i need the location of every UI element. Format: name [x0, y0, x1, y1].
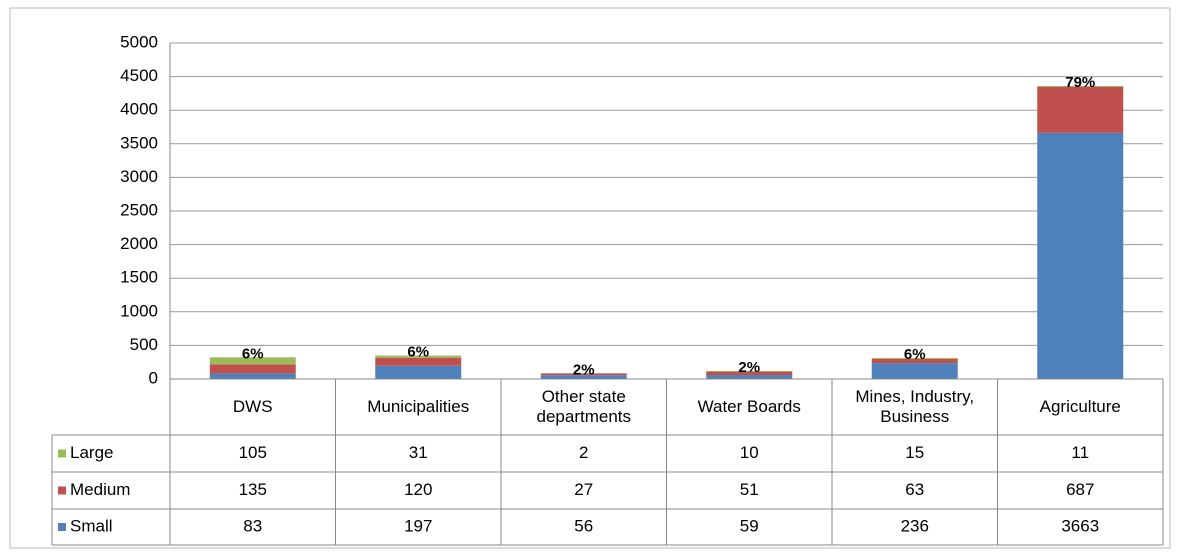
bar-segment	[540, 375, 627, 379]
bar-segment	[706, 370, 793, 372]
table-cell: 56	[574, 516, 593, 535]
table-cell: 63	[905, 480, 924, 499]
table-cell: 83	[243, 516, 262, 535]
legend-label: Large	[70, 443, 113, 462]
x-tick-label: DWS	[232, 397, 273, 416]
y-tick-label: 3000	[120, 167, 158, 186]
annotation: 2%	[738, 359, 760, 376]
bar-segment	[209, 357, 296, 365]
table-cell: 197	[404, 516, 432, 535]
table-cell: 105	[239, 443, 267, 462]
y-tick-label: 0	[149, 368, 158, 387]
legend-label: Medium	[70, 480, 130, 499]
annotation: 6%	[407, 344, 429, 361]
legend-label: Small	[70, 516, 113, 535]
bar-segment	[375, 357, 462, 366]
table-cell: 51	[740, 480, 759, 499]
bar-segment	[209, 373, 296, 379]
y-tick-label: 1000	[120, 301, 158, 320]
x-tick-label: Mines, Industry, Business	[855, 387, 975, 426]
bar-segment	[209, 364, 296, 374]
bar-segment	[871, 358, 958, 364]
bar-segment	[1037, 85, 1124, 87]
table-cell: 2	[579, 443, 588, 462]
x-tick-label: Other state departments	[536, 387, 632, 426]
x-tick-label: Municipalities	[367, 397, 470, 416]
annotation: 2%	[573, 361, 595, 378]
table-cell: 27	[574, 480, 593, 499]
bar-segment	[1037, 86, 1124, 133]
annotation: 79%	[1065, 74, 1095, 91]
y-tick-label: 4500	[120, 66, 158, 85]
table-cell: 59	[740, 516, 759, 535]
annotation: 6%	[904, 346, 926, 363]
table-cell: 11	[1071, 443, 1089, 462]
bar-segment	[871, 357, 958, 359]
bar-segment	[540, 373, 627, 376]
bar-segment	[706, 371, 793, 376]
table-cell: 31	[409, 443, 428, 462]
y-tick-label: 4000	[120, 100, 158, 119]
y-tick-label: 2500	[120, 200, 158, 219]
y-tick-label: 5000	[120, 32, 158, 51]
x-tick-label: Agriculture	[1039, 397, 1121, 416]
bar-segment	[375, 355, 462, 358]
table-cell: 3663	[1061, 516, 1099, 535]
bar-segment	[706, 375, 793, 379]
legend-key	[58, 486, 66, 495]
x-tick-label: Water Boards	[697, 397, 801, 416]
y-tick-label: 500	[130, 335, 158, 354]
table-cell: 236	[901, 516, 929, 535]
bar-segment	[375, 365, 462, 379]
y-tick-label: 3500	[120, 133, 158, 152]
annotation: 6%	[242, 345, 264, 362]
legend-key	[58, 449, 66, 458]
table-cell: 120	[404, 480, 432, 499]
legend-key	[58, 523, 66, 531]
table-cell: 135	[239, 480, 267, 499]
bar-segment	[871, 363, 958, 379]
y-tick-label: 1500	[120, 268, 158, 287]
table-cell: 687	[1066, 480, 1094, 499]
y-tick-label: 2000	[120, 234, 158, 253]
table-cell: 15	[905, 443, 924, 462]
bar-segment	[1037, 132, 1124, 379]
table-cell: 10	[740, 443, 759, 462]
frame	[9, 7, 1171, 549]
